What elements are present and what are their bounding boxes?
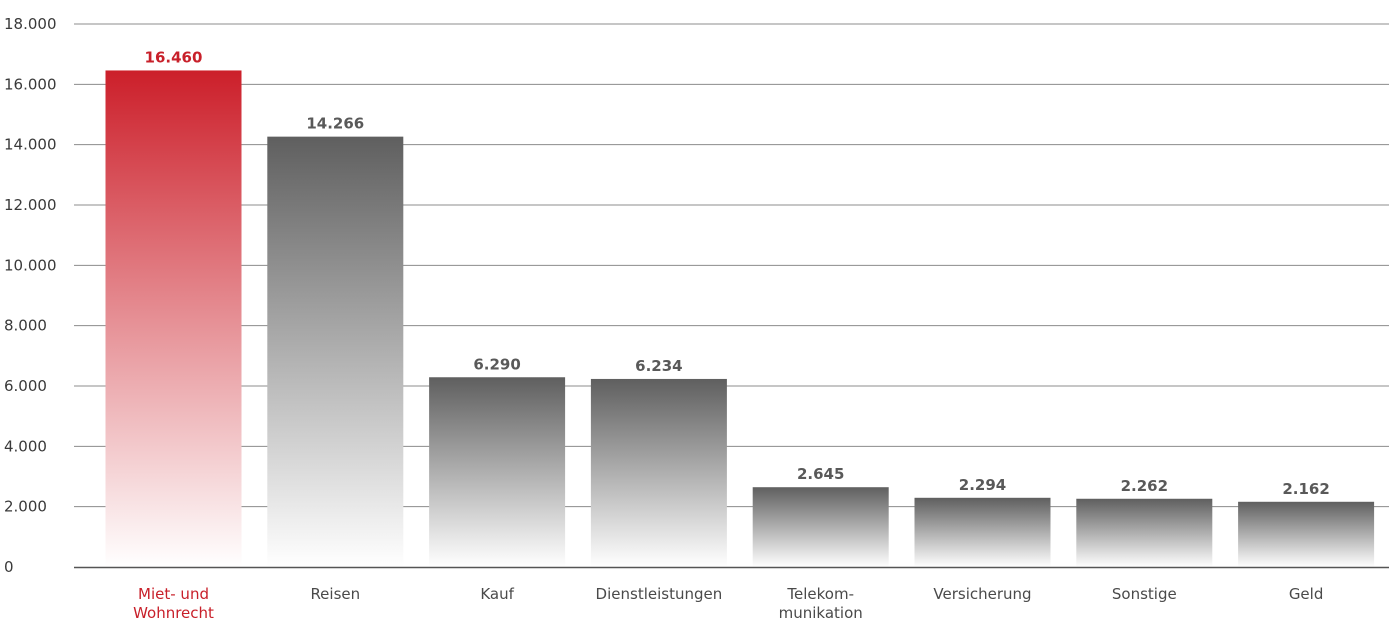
category-label: Reisen: [310, 585, 360, 603]
x-axis-labels: Miet- und Wohnrecht Reisen Kauf Dienstleistu…: [133, 585, 1323, 622]
value-labels: 16.460 14.266 6.290 6.234 2.645 2.294 2.262 2.1…: [145, 48, 1330, 497]
category-label: Versicherung: [933, 585, 1031, 603]
y-tick-label: 16.000: [4, 75, 57, 93]
bar-value-label: 2.262: [1121, 477, 1168, 495]
bar-value-label: 16.460: [145, 48, 203, 66]
y-tick-label: 6.000: [4, 377, 47, 395]
bar: [105, 70, 242, 567]
category-label: Sonstige: [1112, 585, 1177, 603]
y-tick-label: 8.000: [4, 317, 47, 335]
bar: [1238, 501, 1375, 567]
y-tick-label: 4.000: [4, 437, 47, 455]
category-label: Kauf: [480, 585, 514, 603]
category-label: Miet- und Wohnrecht: [133, 585, 214, 622]
bar: [752, 487, 889, 567]
bar-value-label: 2.645: [797, 465, 844, 483]
bar-value-label: 2.162: [1282, 480, 1329, 498]
bar: [914, 497, 1051, 567]
bar-value-label: 6.234: [635, 357, 682, 375]
y-tick-label: 12.000: [4, 196, 57, 214]
bar: [429, 377, 566, 567]
bar-value-label: 14.266: [306, 115, 364, 133]
y-tick-label: 2.000: [4, 498, 47, 516]
y-axis-ticks: 0 2.000 4.000 6.000 8.000 10.000 12.000 14.000 1…: [4, 15, 57, 576]
y-tick-label: 14.000: [4, 136, 57, 154]
bar: [267, 136, 404, 567]
category-label: Dienstleistungen: [596, 585, 723, 603]
category-label: Geld: [1289, 585, 1324, 603]
bar: [1076, 498, 1213, 567]
bar: [590, 378, 727, 567]
bars: [105, 70, 1375, 567]
category-label: Telekom-munikation: [779, 585, 863, 622]
bar-value-label: 6.290: [473, 355, 520, 373]
y-tick-label: 10.000: [4, 256, 57, 274]
y-tick-label: 18.000: [4, 15, 57, 33]
y-tick-label: 0: [4, 558, 14, 576]
bar-value-label: 2.294: [959, 476, 1006, 494]
